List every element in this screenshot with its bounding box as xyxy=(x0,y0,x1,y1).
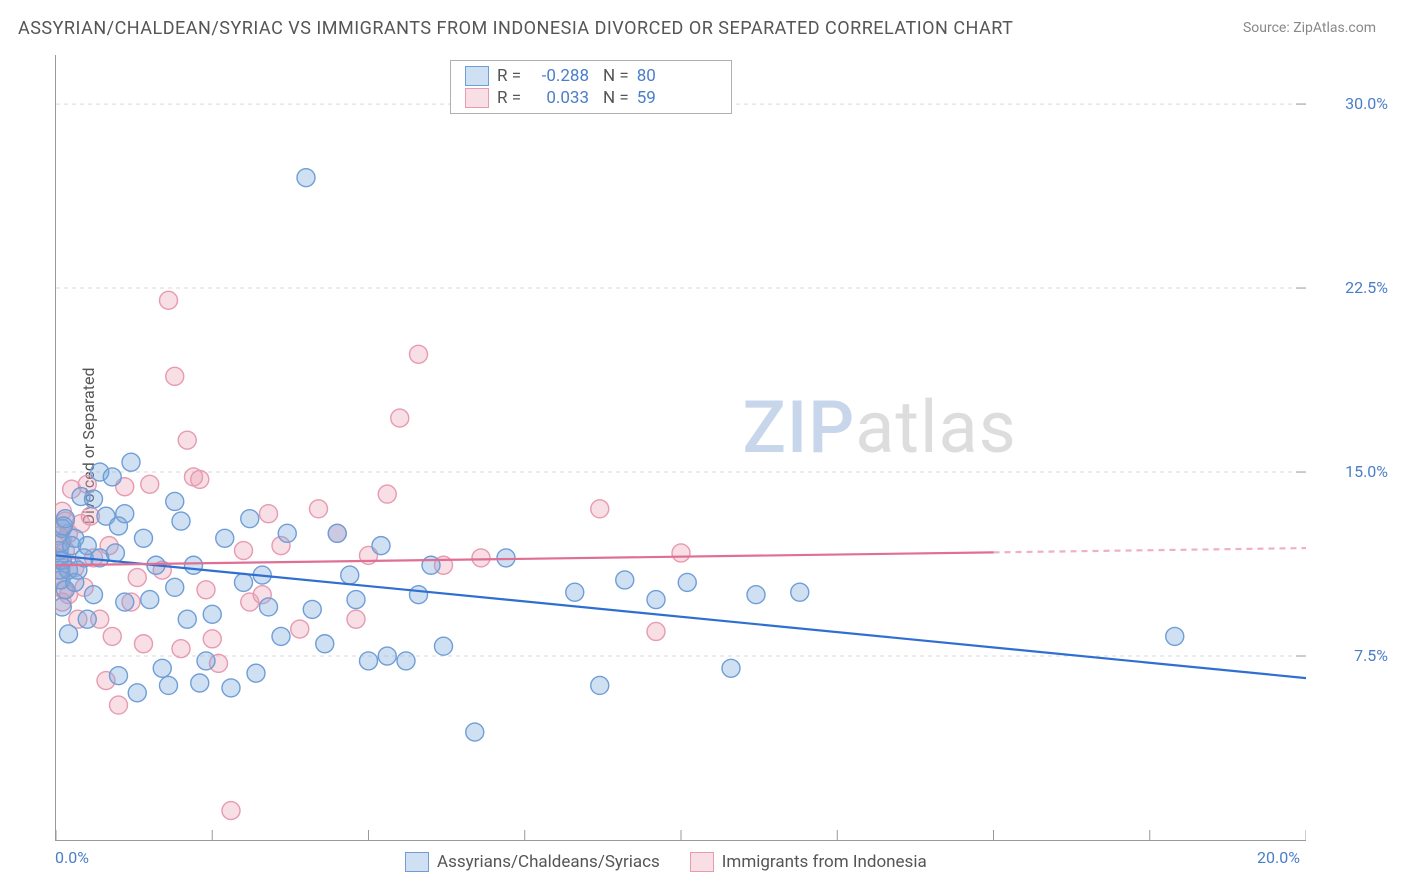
y-tick-label: 15.0% xyxy=(1345,462,1388,481)
chart-container: ASSYRIAN/CHALDEAN/SYRIAC VS IMMIGRANTS F… xyxy=(0,0,1406,892)
n-label: N = xyxy=(603,66,629,86)
scatter-plot xyxy=(55,55,1306,841)
series-name: Immigrants from Indonesia xyxy=(722,852,927,872)
source-attribution: Source: ZipAtlas.com xyxy=(1243,20,1376,36)
x-tick-label: 20.0% xyxy=(1257,848,1300,867)
series-color-box xyxy=(465,66,489,86)
n-label: N = xyxy=(603,88,629,108)
y-tick-label: 30.0% xyxy=(1345,94,1388,113)
chart-title: ASSYRIAN/CHALDEAN/SYRIAC VS IMMIGRANTS F… xyxy=(18,18,1013,39)
source-link[interactable]: ZipAtlas.com xyxy=(1293,20,1376,36)
legend-item: Immigrants from Indonesia xyxy=(690,852,927,872)
x-tick-label: 0.0% xyxy=(55,848,89,867)
series-color-box xyxy=(405,852,429,872)
n-value: 59 xyxy=(637,88,656,108)
y-tick-label: 7.5% xyxy=(1354,646,1388,665)
source-label: Source: xyxy=(1243,20,1290,36)
series-color-box xyxy=(465,88,489,108)
r-label: R = xyxy=(497,66,521,86)
legend-item: Assyrians/Chaldeans/Syriacs xyxy=(405,852,660,872)
r-value: -0.288 xyxy=(529,66,589,86)
correlation-legend: R = -0.288 N = 80 R = 0.033 N = 59 xyxy=(450,60,732,114)
r-value: 0.033 xyxy=(529,88,589,108)
r-label: R = xyxy=(497,88,521,108)
series-color-box xyxy=(690,852,714,872)
legend-row: R = -0.288 N = 80 xyxy=(451,65,731,87)
n-value: 80 xyxy=(637,66,656,86)
series-legend: Assyrians/Chaldeans/Syriacs Immigrants f… xyxy=(405,852,927,872)
series-name: Assyrians/Chaldeans/Syriacs xyxy=(437,852,660,872)
legend-row: R = 0.033 N = 59 xyxy=(451,87,731,109)
y-tick-label: 22.5% xyxy=(1345,278,1388,297)
